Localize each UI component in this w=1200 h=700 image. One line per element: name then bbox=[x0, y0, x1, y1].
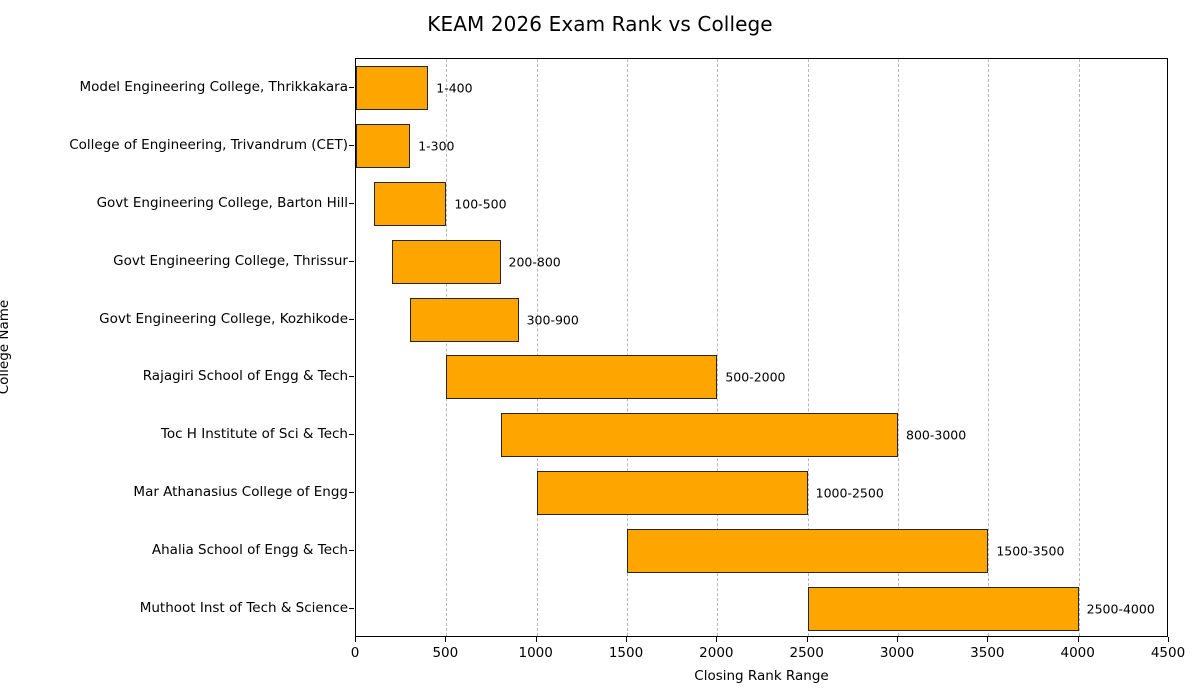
x-axis-tick-mark bbox=[987, 637, 989, 642]
x-axis-tick-label: 4500 bbox=[1150, 645, 1186, 661]
x-axis-tick-labels: 0 500 1000 1500 2000 2500 3000 3500 4000 4500 bbox=[351, 645, 1185, 665]
y-axis-tick-mark bbox=[349, 260, 354, 262]
bar-value-label: 300-900 bbox=[526, 312, 579, 328]
page-title: KEAM 2026 Exam Rank vs College bbox=[427, 12, 773, 36]
bar bbox=[500, 413, 898, 458]
gridline bbox=[446, 59, 448, 636]
y-axis-tick-mark bbox=[349, 86, 354, 88]
y-axis-tick-label: Muthoot Inst of Tech & Science bbox=[139, 600, 348, 617]
gridline bbox=[536, 59, 538, 636]
bar bbox=[374, 181, 447, 226]
plot-area: 1-400 1-300 100-500 200-800 300-900 500-2000 8… bbox=[355, 58, 1168, 637]
y-axis-tick-mark bbox=[349, 318, 354, 320]
x-axis-tick-label: 1500 bbox=[608, 645, 644, 661]
bar bbox=[807, 587, 1079, 632]
bar-value-label: 1500-3500 bbox=[996, 543, 1065, 559]
bar-value-label: 200-800 bbox=[508, 254, 561, 270]
x-axis-tick-label: 0 bbox=[350, 645, 360, 661]
y-axis-tick-label: Ahalia School of Engg & Tech bbox=[151, 542, 348, 559]
bar bbox=[356, 65, 429, 110]
x-axis-tick-label: 1000 bbox=[518, 645, 553, 661]
y-axis-tick-label: Rajagiri School of Engg & Tech bbox=[142, 368, 348, 385]
y-axis-tick-mark bbox=[349, 376, 354, 378]
bar-value-label: 2500-4000 bbox=[1086, 601, 1155, 617]
bar-value-label: 100-500 bbox=[454, 196, 507, 212]
bar-value-label: 1-400 bbox=[436, 80, 473, 96]
y-axis-tick-label: Govt Engineering College, Thrissur bbox=[113, 252, 348, 269]
x-axis-tick-label: 2000 bbox=[699, 645, 734, 661]
bar bbox=[410, 297, 519, 342]
bar bbox=[356, 123, 411, 168]
y-axis-tick-label: Model Engineering College, Thrikkakara bbox=[79, 78, 348, 95]
x-axis-tick-mark bbox=[716, 637, 718, 642]
gridline bbox=[627, 59, 628, 636]
y-axis-tick-mark bbox=[349, 492, 354, 494]
x-axis-tick-label: 2500 bbox=[789, 645, 824, 661]
gridline bbox=[898, 59, 899, 636]
x-axis-tick-marks bbox=[355, 637, 1169, 643]
bar-value-label: 800-3000 bbox=[906, 427, 967, 443]
y-axis-tick-marks bbox=[349, 0, 355, 700]
bar-value-label: 1000-2500 bbox=[815, 485, 884, 501]
gridline bbox=[807, 59, 809, 636]
bar bbox=[627, 529, 989, 574]
x-axis-tick-mark bbox=[806, 637, 808, 642]
y-axis-tick-label: Govt Engineering College, Kozhikode bbox=[99, 310, 348, 327]
y-axis-tick-label: Govt Engineering College, Barton Hill bbox=[96, 194, 348, 211]
y-axis-tick-mark bbox=[349, 608, 354, 610]
x-axis-tick-mark bbox=[1168, 637, 1169, 642]
bar bbox=[392, 239, 501, 284]
x-axis-tick-mark bbox=[535, 637, 537, 642]
y-axis-tick-label: Mar Athanasius College of Engg bbox=[133, 484, 348, 501]
bar bbox=[536, 471, 808, 516]
x-axis-tick-mark bbox=[626, 637, 627, 642]
y-axis-tick-label: Toc H Institute of Sci & Tech bbox=[160, 426, 348, 443]
x-axis-title: Closing Rank Range bbox=[694, 668, 829, 684]
x-axis-tick-label: 4000 bbox=[1060, 645, 1095, 661]
bar-value-label: 1-300 bbox=[418, 138, 455, 154]
y-axis-tick-labels: Model Engineering College, Thrikkakara Co… bbox=[0, 0, 348, 700]
gridline bbox=[988, 59, 990, 636]
y-axis-tick-mark bbox=[349, 144, 354, 146]
x-axis-tick-mark bbox=[355, 637, 356, 642]
bar-value-label: 500-2000 bbox=[725, 369, 786, 385]
x-axis-tick-mark bbox=[897, 637, 898, 642]
x-axis-tick-mark bbox=[1077, 637, 1079, 642]
x-axis-tick-mark bbox=[445, 637, 447, 642]
x-axis-tick-label: 3500 bbox=[970, 645, 1005, 661]
x-axis-tick-label: 500 bbox=[432, 645, 459, 661]
y-axis-tick-mark bbox=[349, 550, 354, 552]
gridline bbox=[1078, 59, 1080, 636]
bar bbox=[446, 355, 718, 400]
y-axis-tick-mark bbox=[349, 434, 354, 436]
y-axis-tick-mark bbox=[349, 202, 354, 204]
y-axis-tick-label: College of Engineering, Trivandrum (CET) bbox=[69, 136, 348, 153]
x-axis-tick-label: 3000 bbox=[879, 645, 915, 661]
gridline bbox=[717, 59, 719, 636]
